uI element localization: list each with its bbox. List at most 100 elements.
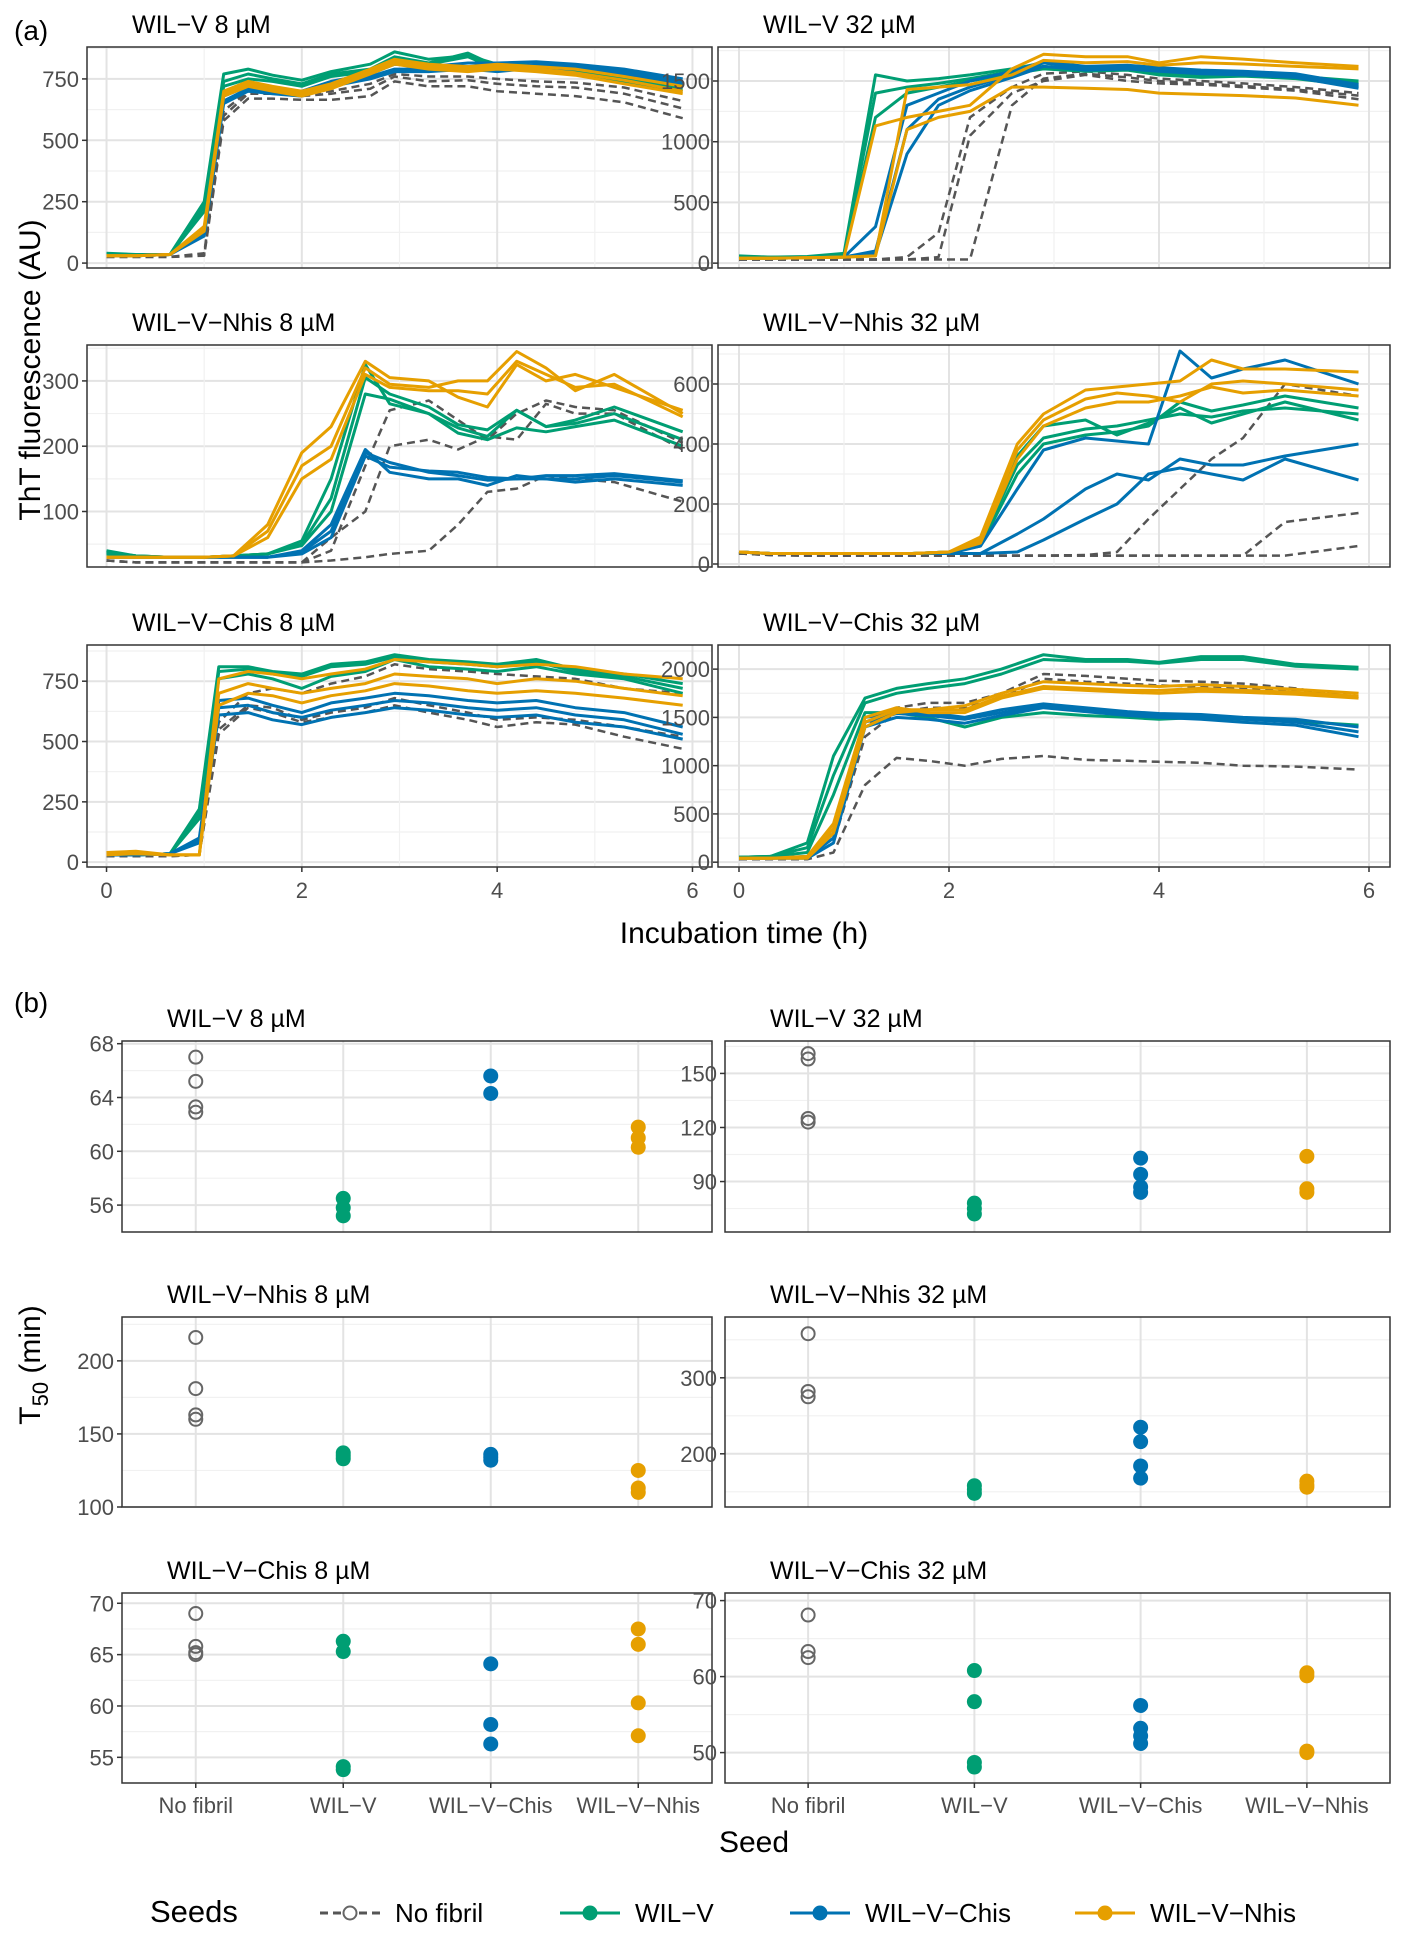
x-tick-label: WIL−V−Nhis [1245,1793,1369,1818]
data-point-wil-v-nhis [630,1636,646,1652]
series-line-wil-v-chis-9 [739,706,1359,860]
legend-marker [342,1905,358,1921]
b-y-axis-title: T50 (min) [14,1305,53,1424]
y-tick-label: 150 [680,1061,717,1086]
y-tick-label: 200 [42,434,79,459]
data-point-no-fibril [800,1389,816,1405]
data-point-wil-v-chis [483,1656,499,1672]
data-point-wil-v [335,1208,351,1224]
plot-border [86,344,713,568]
series-line-wil-v-nhis-10 [106,57,683,258]
x-tick-label: 6 [1363,878,1375,903]
y-tick-label: 55 [90,1745,114,1770]
legend-marker [1097,1905,1113,1921]
data-point-wil-v [966,1663,982,1679]
data-point-no-fibril [188,1407,204,1423]
y-tick-label: 70 [693,1589,717,1614]
data-point-wil-v [966,1206,982,1222]
data-point-wil-v-nhis [630,1119,646,1135]
x-tick-label: 2 [296,878,308,903]
data-point-wil-v-nhis [630,1484,646,1500]
data-point-wil-v-chis [1133,1184,1149,1200]
y-tick-label: 150 [77,1422,114,1447]
legend-label: WIL−V−Nhis [1150,1898,1296,1928]
y-tick-label: 400 [673,432,710,457]
a-x-axis-title: Incubation time (h) [620,917,868,950]
y-tick-label: 500 [673,802,710,827]
panel-b-label: (b) [14,987,48,1018]
panel-title: WIL−V 8 µM [167,1005,306,1033]
series-line-no-fibril-1 [739,754,1359,861]
data-point-wil-v-chis [483,1452,499,1468]
y-tick-label: 2000 [661,657,710,682]
y-tick-label: 60 [693,1665,717,1690]
data-point-wil-v [335,1451,351,1467]
series-group [106,653,684,858]
data-point-wil-v-nhis [1299,1479,1315,1495]
plot-border [724,1316,1391,1508]
data-point-wil-v-chis [483,1716,499,1732]
plot-border [121,1592,713,1784]
data-point-wil-v-nhis [630,1462,646,1478]
data-point-wil-v [966,1694,982,1710]
points-group [800,1607,1315,1775]
y-tick-label: 70 [90,1591,114,1616]
y-tick-label: 60 [90,1694,114,1719]
legend: Seeds No fibril WIL−V WIL−V−Chis WIL−V−Nhis [150,1894,1296,1929]
y-tick-label: 200 [680,1442,717,1467]
data-point-wil-v-nhis [630,1139,646,1155]
data-point-no-fibril [188,1329,204,1345]
x-tick-label: WIL−V−Nhis [577,1793,701,1818]
panel-title: WIL−V−Chis 8 µM [132,609,335,637]
series-line-no-fibril-3 [738,382,1359,557]
series-line-wil-v-4 [738,653,1359,859]
x-tick-label: 0 [100,878,112,903]
plot-border [121,1316,713,1508]
data-point-wil-v-chis [1133,1419,1149,1435]
data-point-no-fibril [800,1383,816,1399]
data-point-no-fibril [800,1644,816,1660]
y-tick-label: 200 [77,1349,114,1374]
series-group [106,350,684,564]
y-tick-label: 1500 [661,705,710,730]
legend-marker [812,1905,828,1921]
points-group [188,1049,646,1224]
x-tick-label: WIL−V−Chis [1079,1793,1203,1818]
y-tick-label: 50 [693,1741,717,1766]
data-point-no-fibril [188,1647,204,1663]
series-line-wil-v-nhis-11 [739,685,1359,860]
y-tick-label: 500 [42,128,79,153]
y-tick-label: 300 [42,369,79,394]
b-y-axis-title-sub: 50 [28,1382,53,1406]
series-line-wil-v-nhis-12 [738,385,1359,555]
legend-entry-wil-v-nhis: WIL−V−Nhis [1075,1898,1296,1928]
y-tick-label: 68 [90,1032,114,1057]
y-tick-label: 1000 [661,130,710,155]
y-tick-label: 100 [77,1495,114,1520]
x-tick-label: 4 [491,878,503,903]
y-tick-label: 0 [67,251,79,276]
data-point-wil-v-chis [1133,1697,1149,1713]
panel-title: WIL−V−Chis 32 µM [770,1557,987,1585]
points-group [800,1046,1315,1222]
plot-border [86,644,713,868]
chart-panel-b-wil-v-chis-32-m: WIL−V−Chis 32 µM 50 60 70 No fibril WIL−V WIL−… [693,1557,1391,1818]
legend-title: Seeds [150,1894,238,1929]
y-tick-label: 0 [698,552,710,577]
series-line-no-fibril-3 [106,399,684,564]
series-line-wil-v-5 [738,658,1359,859]
b-y-axis-title-main: T [14,1406,47,1424]
chart-panel-a-wil-v-chis-32-m: WIL−V−Chis 32 µM 0 500 1000 1500 2000 0 2 4 6 [661,609,1391,903]
plot-background [122,1041,712,1232]
data-point-no-fibril [188,1104,204,1120]
legend-label: WIL−V−Chis [865,1898,1011,1928]
plot-border [121,1040,713,1233]
panel-title: WIL−V−Chis 32 µM [763,609,980,637]
y-tick-label: 300 [680,1366,717,1391]
series-line-no-fibril-2 [106,696,683,858]
series-line-wil-v-nhis-12 [739,58,1359,260]
x-tick-label: 2 [943,878,955,903]
data-point-wil-v-chis [483,1085,499,1101]
